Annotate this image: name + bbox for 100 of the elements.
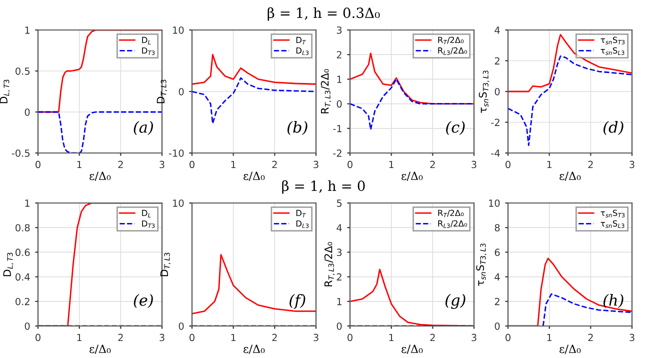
y-tick-label: 10 [173, 199, 184, 207]
y-tick-label: 3 [336, 26, 342, 34]
x-tick-label: 2 [272, 334, 277, 342]
y-axis-title: τ$_{sn}$S$_{T3,L3}$ [476, 244, 486, 286]
legend-label: R$_{T}$/2Δ₀ [438, 210, 464, 218]
x-tick-label: 2 [272, 160, 277, 168]
line-series [508, 34, 632, 92]
x-axis-title: ε/Δ₀ [560, 172, 581, 181]
annotation: (f) [290, 294, 306, 309]
y-tick-label: 0.6 [16, 248, 30, 256]
legend-label: R$_{L3}$/2Δ₀ [438, 220, 468, 228]
y-axis-title: D$_{L,T3}$ [0, 80, 10, 104]
line-series [192, 254, 316, 314]
y-tick-label: 0 [494, 322, 500, 330]
x-tick-label: 0 [348, 160, 352, 168]
x-tick-label: 0 [506, 160, 510, 168]
y-tick-label: 0 [178, 322, 184, 330]
y-tick-label: 10 [489, 199, 500, 207]
annotation: (d) [604, 121, 624, 135]
y-tick-label: 2 [494, 57, 500, 64]
y-tick-label: 1 [25, 26, 30, 34]
y-tick-label: 2 [494, 298, 500, 306]
y-tick-label: 0 [24, 322, 30, 330]
x-tick-label: 0 [36, 334, 40, 342]
x-tick-label: 0 [348, 334, 352, 342]
annotation: (a) [134, 121, 153, 135]
x-tick-label: 2 [588, 160, 593, 168]
y-tick-label: 0.5 [16, 67, 30, 75]
legend-label: D$_{T}$ [296, 210, 306, 218]
y-axis-title: D$_{T,L3}$ [160, 252, 171, 276]
y-tick-label: 8 [494, 224, 500, 232]
y-tick-label: -10 [168, 149, 184, 157]
x-tick-label: 1 [547, 334, 552, 342]
x-tick-label: 2 [430, 160, 435, 168]
x-axis-title: ε/Δ₀ [402, 344, 423, 354]
x-axis-title: ε/Δ₀ [402, 172, 423, 181]
x-tick-label: 1 [77, 334, 82, 342]
x-axis-title: ε/Δ₀ [244, 344, 265, 354]
y-tick-label: 1 [337, 298, 342, 306]
y-tick-label: 5 [336, 200, 342, 207]
x-tick-label: 3 [160, 334, 164, 342]
x-axis-title: ε/Δ₀ [90, 172, 111, 181]
y-tick-label: 0 [336, 100, 342, 108]
annotation: (b) [288, 121, 308, 135]
legend-label: D$_{L}$ [142, 210, 151, 218]
y-tick-label: 3 [336, 248, 342, 256]
y-axis-title: R$_{T,L3}$/2Δ₀ [324, 242, 335, 286]
x-tick-label: 2 [430, 334, 435, 342]
annotation: (c) [446, 121, 465, 135]
x-tick-label: 1 [231, 334, 236, 342]
x-tick-label: 3 [314, 334, 318, 342]
y-tick-label: 0 [494, 88, 500, 96]
y-tick-label: 4 [494, 26, 500, 34]
y-axis-title: τ$_{sn}$S$_{T3,L3}$ [478, 70, 490, 113]
y-tick-label: 0 [178, 88, 184, 96]
x-tick-label: 1 [389, 160, 394, 168]
y-tick-label: 0.8 [16, 224, 30, 232]
y-tick-label: -4 [491, 150, 500, 157]
y-axis-title: D$_{L,T3}$ [3, 252, 14, 276]
legend-label: D$_{L}$ [142, 36, 151, 44]
legend-label: τ$_{sn}$S$_{L3}$ [600, 47, 624, 55]
x-tick-label: 1 [231, 160, 236, 168]
y-tick-label: 2 [336, 51, 342, 58]
y-tick-label: 2 [336, 273, 342, 280]
y-tick-label: 4 [336, 224, 342, 232]
legend-label: R$_{L3}$/2Δ₀ [438, 47, 468, 55]
annotation: (g) [446, 294, 466, 309]
text: β = 1, h = 0.3Δ₀ [268, 7, 380, 21]
legend-label: D$_{T3}$ [142, 47, 155, 56]
y-tick-label: 10 [173, 26, 184, 34]
x-tick-label: 1 [77, 160, 82, 168]
legend-label: τ$_{sn}$S$_{T3}$ [600, 36, 625, 44]
line-series [508, 55, 632, 146]
y-tick-label: 0.4 [16, 273, 30, 281]
x-tick-label: 3 [472, 334, 476, 342]
x-tick-label: 0 [506, 334, 510, 342]
line-series [192, 54, 316, 85]
legend-label: τ$_{sn}$S$_{L3}$ [600, 220, 624, 228]
x-tick-label: 0 [190, 160, 194, 168]
annotation: (e) [134, 294, 153, 308]
x-tick-label: 1 [547, 160, 552, 168]
y-tick-label: 4 [494, 273, 500, 280]
y-axis-title: D$_{T,L3}$ [156, 80, 168, 104]
line-series [542, 293, 632, 326]
y-tick-label: 6 [494, 248, 500, 256]
y-tick-label: -2 [491, 118, 500, 126]
x-tick-label: 3 [630, 334, 634, 342]
y-tick-label: -2 [333, 149, 342, 157]
x-tick-label: 3 [472, 160, 476, 168]
y-tick-label: 1 [25, 200, 30, 207]
legend-label: R$_{T}$/2Δ₀ [438, 36, 464, 44]
x-tick-label: 0 [36, 160, 40, 168]
legend-label: D$_{L3}$ [296, 220, 309, 228]
y-tick-label: 0 [336, 322, 342, 330]
x-tick-label: 2 [588, 334, 593, 342]
legend-label: D$_{T}$ [296, 36, 306, 44]
y-axis-title: R$_{T,L3}$/2Δ₀ [320, 69, 332, 114]
x-tick-label: 1 [389, 334, 394, 342]
y-tick-label: 1 [337, 76, 342, 83]
x-tick-label: 0 [190, 334, 194, 342]
